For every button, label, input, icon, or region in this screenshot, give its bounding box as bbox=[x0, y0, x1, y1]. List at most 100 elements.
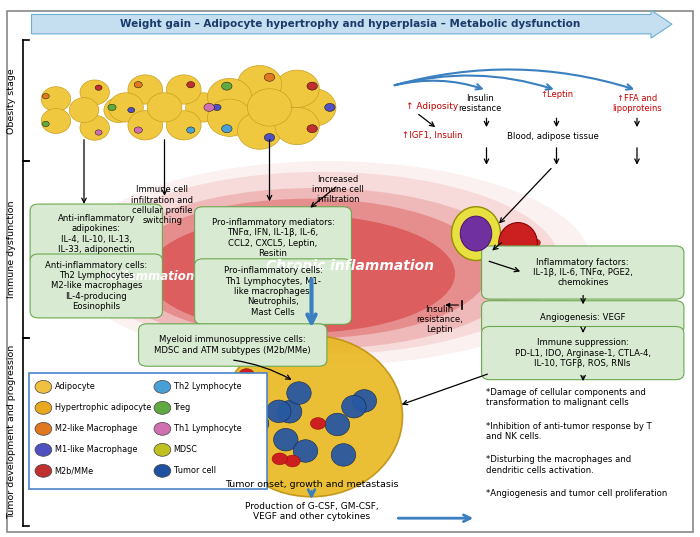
Text: Blood, adipose tissue: Blood, adipose tissue bbox=[507, 133, 599, 141]
Ellipse shape bbox=[498, 222, 538, 263]
Ellipse shape bbox=[331, 444, 356, 466]
Ellipse shape bbox=[277, 401, 302, 423]
Ellipse shape bbox=[207, 78, 252, 116]
Text: *Disturbing the macrophages and
dendritic cells activation.: *Disturbing the macrophages and dendriti… bbox=[486, 455, 631, 475]
Circle shape bbox=[154, 465, 171, 477]
Ellipse shape bbox=[134, 82, 142, 88]
FancyBboxPatch shape bbox=[482, 326, 684, 380]
Circle shape bbox=[35, 423, 52, 436]
Ellipse shape bbox=[352, 390, 377, 412]
Text: Inflammation: Inflammation bbox=[106, 270, 195, 283]
FancyBboxPatch shape bbox=[139, 324, 327, 366]
Ellipse shape bbox=[275, 107, 319, 144]
Ellipse shape bbox=[325, 104, 335, 111]
Ellipse shape bbox=[128, 107, 134, 113]
Ellipse shape bbox=[239, 369, 254, 381]
Ellipse shape bbox=[41, 86, 71, 112]
Circle shape bbox=[35, 444, 52, 456]
Ellipse shape bbox=[69, 98, 99, 122]
Ellipse shape bbox=[207, 99, 252, 136]
FancyBboxPatch shape bbox=[195, 207, 351, 270]
Text: *Angiogenesis and tumor cell proliferation: *Angiogenesis and tumor cell proliferati… bbox=[486, 489, 668, 498]
Ellipse shape bbox=[167, 75, 201, 104]
Text: Anti-inflammatory
adipokines:
IL-4, IL-10, IL-13,
IL-33, adiponectin: Anti-inflammatory adipokines: IL-4, IL-1… bbox=[57, 214, 135, 254]
Ellipse shape bbox=[292, 89, 336, 126]
Ellipse shape bbox=[267, 400, 291, 423]
Ellipse shape bbox=[167, 111, 201, 140]
Ellipse shape bbox=[247, 89, 292, 126]
Ellipse shape bbox=[237, 66, 282, 103]
Ellipse shape bbox=[108, 104, 116, 111]
Ellipse shape bbox=[525, 246, 536, 255]
Circle shape bbox=[35, 402, 52, 415]
Text: Adipocyte: Adipocyte bbox=[55, 382, 95, 391]
Ellipse shape bbox=[500, 231, 511, 239]
FancyBboxPatch shape bbox=[482, 301, 684, 334]
Text: Tumor development and progression: Tumor development and progression bbox=[8, 345, 16, 519]
Circle shape bbox=[154, 402, 171, 415]
Ellipse shape bbox=[42, 121, 49, 127]
Ellipse shape bbox=[310, 418, 326, 430]
Text: Chronic inflammation: Chronic inflammation bbox=[266, 259, 434, 273]
Text: Tumor cell: Tumor cell bbox=[174, 466, 216, 475]
Ellipse shape bbox=[525, 231, 536, 239]
Text: Increased
immune cell
infiltration: Increased immune cell infiltration bbox=[312, 175, 364, 204]
Ellipse shape bbox=[500, 246, 511, 255]
Ellipse shape bbox=[186, 93, 220, 122]
Ellipse shape bbox=[512, 228, 524, 236]
Ellipse shape bbox=[222, 82, 232, 90]
Text: M2-like Macrophage: M2-like Macrophage bbox=[55, 424, 136, 433]
Ellipse shape bbox=[222, 125, 232, 133]
Ellipse shape bbox=[105, 188, 525, 349]
Circle shape bbox=[154, 380, 171, 393]
Ellipse shape bbox=[80, 80, 109, 105]
Ellipse shape bbox=[66, 161, 592, 365]
Text: Immune dysfunction: Immune dysfunction bbox=[8, 201, 16, 299]
Text: Obesity stage: Obesity stage bbox=[8, 68, 16, 134]
Ellipse shape bbox=[147, 93, 182, 122]
Text: ↑FFA and
lipoproteins: ↑FFA and lipoproteins bbox=[612, 94, 662, 113]
Ellipse shape bbox=[104, 98, 134, 122]
Text: Insulin
resistance: Insulin resistance bbox=[458, 94, 501, 113]
Text: Angiogenesis: VEGF: Angiogenesis: VEGF bbox=[540, 313, 625, 322]
Ellipse shape bbox=[265, 73, 274, 81]
Text: MDSC: MDSC bbox=[174, 445, 197, 454]
Ellipse shape bbox=[287, 382, 312, 404]
Ellipse shape bbox=[275, 70, 319, 107]
Ellipse shape bbox=[220, 336, 402, 497]
FancyArrow shape bbox=[32, 10, 672, 38]
Text: Production of G-CSF, GM-CSF,
VEGF and other cytokines: Production of G-CSF, GM-CSF, VEGF and ot… bbox=[245, 502, 378, 521]
Ellipse shape bbox=[531, 238, 540, 246]
Text: Tumor onset, growth and metastasis: Tumor onset, growth and metastasis bbox=[225, 480, 398, 489]
Text: ↑Leptin: ↑Leptin bbox=[540, 90, 573, 99]
Text: Myeloid immunosuppressive cells:
MDSC and ATM subtypes (M2b/MMe): Myeloid immunosuppressive cells: MDSC an… bbox=[155, 335, 311, 355]
Ellipse shape bbox=[274, 429, 298, 451]
FancyBboxPatch shape bbox=[29, 373, 267, 489]
Ellipse shape bbox=[108, 93, 144, 122]
FancyBboxPatch shape bbox=[195, 259, 351, 324]
Ellipse shape bbox=[461, 216, 492, 251]
Ellipse shape bbox=[95, 130, 102, 135]
Text: Pro-inflammatory cells:
Th1 Lymphocytes, M1-
like macrophages,
Neutrophils,
Mast: Pro-inflammatory cells: Th1 Lymphocytes,… bbox=[223, 266, 323, 317]
Ellipse shape bbox=[326, 413, 350, 436]
Ellipse shape bbox=[342, 395, 366, 418]
Ellipse shape bbox=[80, 115, 109, 140]
Text: Pro-inflammatory mediators:
TNFα, IFN, IL-1β, IL-6,
CCL2, CXCL5, Leptin,
Resitin: Pro-inflammatory mediators: TNFα, IFN, I… bbox=[211, 218, 335, 258]
Ellipse shape bbox=[496, 238, 505, 246]
FancyBboxPatch shape bbox=[7, 11, 693, 532]
Text: ↑IGF1, Insulin: ↑IGF1, Insulin bbox=[402, 131, 463, 140]
FancyBboxPatch shape bbox=[30, 204, 162, 264]
Text: Weight gain – Adipocyte hypertrophy and hyperplasia – Metabolic dysfunction: Weight gain – Adipocyte hypertrophy and … bbox=[120, 19, 580, 29]
Ellipse shape bbox=[272, 453, 288, 465]
Ellipse shape bbox=[452, 207, 500, 260]
Text: Insulin
resistance,
Leptin: Insulin resistance, Leptin bbox=[416, 304, 463, 335]
Text: Immune cell
infiltration and
cellular profile
switching: Immune cell infiltration and cellular pr… bbox=[132, 185, 193, 226]
Ellipse shape bbox=[42, 93, 49, 99]
Ellipse shape bbox=[293, 440, 318, 462]
Ellipse shape bbox=[307, 82, 317, 90]
Ellipse shape bbox=[134, 127, 142, 133]
Ellipse shape bbox=[128, 75, 162, 104]
Text: Treg: Treg bbox=[174, 403, 191, 412]
Text: Immune suppression:
PD-L1, IDO, Arginase-1, CTLA-4,
IL-10, TGFβ, ROS, RNIs: Immune suppression: PD-L1, IDO, Arginase… bbox=[514, 338, 651, 368]
Ellipse shape bbox=[265, 134, 274, 142]
